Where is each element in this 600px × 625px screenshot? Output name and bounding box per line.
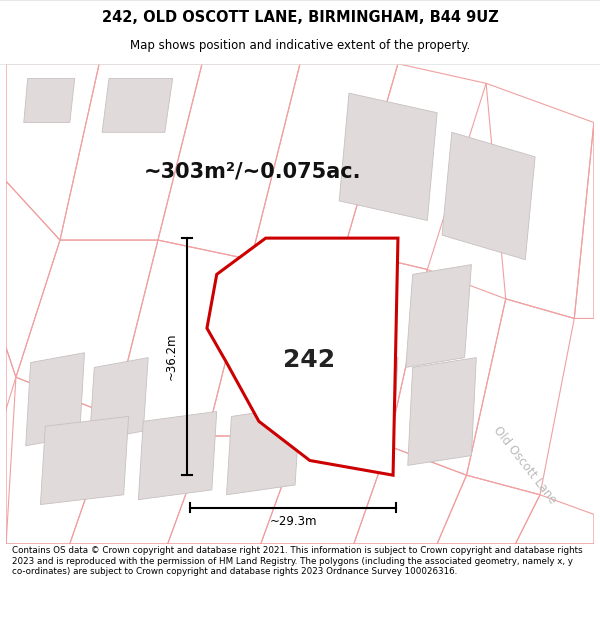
Polygon shape xyxy=(339,93,437,221)
Polygon shape xyxy=(442,132,535,259)
Text: Map shows position and indicative extent of the property.: Map shows position and indicative extent… xyxy=(130,39,470,52)
Text: Old Oscott Lane: Old Oscott Lane xyxy=(491,424,560,507)
Polygon shape xyxy=(408,357,476,466)
Polygon shape xyxy=(139,411,217,499)
Text: 242, OLD OSCOTT LANE, BIRMINGHAM, B44 9UZ: 242, OLD OSCOTT LANE, BIRMINGHAM, B44 9U… xyxy=(101,11,499,26)
Text: ~303m²/~0.075ac.: ~303m²/~0.075ac. xyxy=(143,161,361,181)
Polygon shape xyxy=(40,416,128,504)
Polygon shape xyxy=(207,238,398,475)
Polygon shape xyxy=(329,250,398,357)
Text: Contains OS data © Crown copyright and database right 2021. This information is : Contains OS data © Crown copyright and d… xyxy=(12,546,583,576)
Polygon shape xyxy=(406,264,472,368)
Polygon shape xyxy=(89,357,148,441)
Polygon shape xyxy=(26,352,85,446)
Polygon shape xyxy=(227,407,300,495)
Polygon shape xyxy=(329,357,398,456)
Polygon shape xyxy=(102,79,173,132)
Text: ~29.3m: ~29.3m xyxy=(269,516,317,528)
Text: ~36.2m: ~36.2m xyxy=(164,333,178,381)
Text: 242: 242 xyxy=(283,348,335,372)
Polygon shape xyxy=(24,79,74,122)
